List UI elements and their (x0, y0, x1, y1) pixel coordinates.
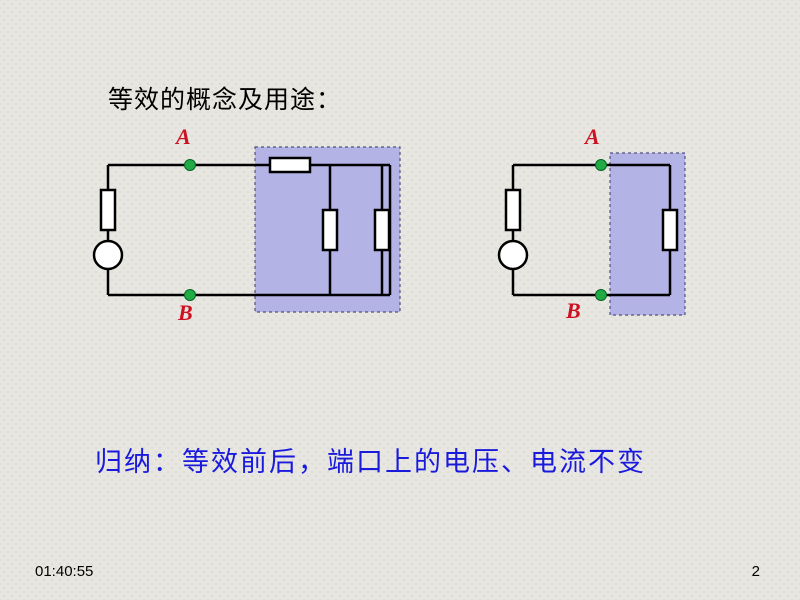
resistor-left (506, 190, 520, 230)
resistor-equivalent (663, 210, 677, 250)
node-b (185, 290, 196, 301)
source (94, 241, 122, 269)
diagram-original (90, 140, 410, 345)
source (499, 241, 527, 269)
page-number: 2 (752, 563, 760, 580)
page-title: 等效的概念及用途： (108, 80, 342, 116)
resistor-parallel-1 (323, 210, 337, 250)
label-b-left: B (178, 300, 193, 326)
timestamp: 01:40:55 (35, 563, 93, 580)
resistor-parallel-2 (375, 210, 389, 250)
resistor-top (270, 158, 310, 172)
node-b (596, 290, 607, 301)
resistor-left (101, 190, 115, 230)
label-b-right: B (566, 298, 581, 324)
diagram-equivalent (495, 140, 715, 345)
label-a-right: A (585, 124, 600, 150)
node-a (185, 160, 196, 171)
summary-text: 归纳：等效前后，端口上的电压、电流不变 (95, 440, 646, 479)
node-a (596, 160, 607, 171)
label-a-left: A (176, 124, 191, 150)
